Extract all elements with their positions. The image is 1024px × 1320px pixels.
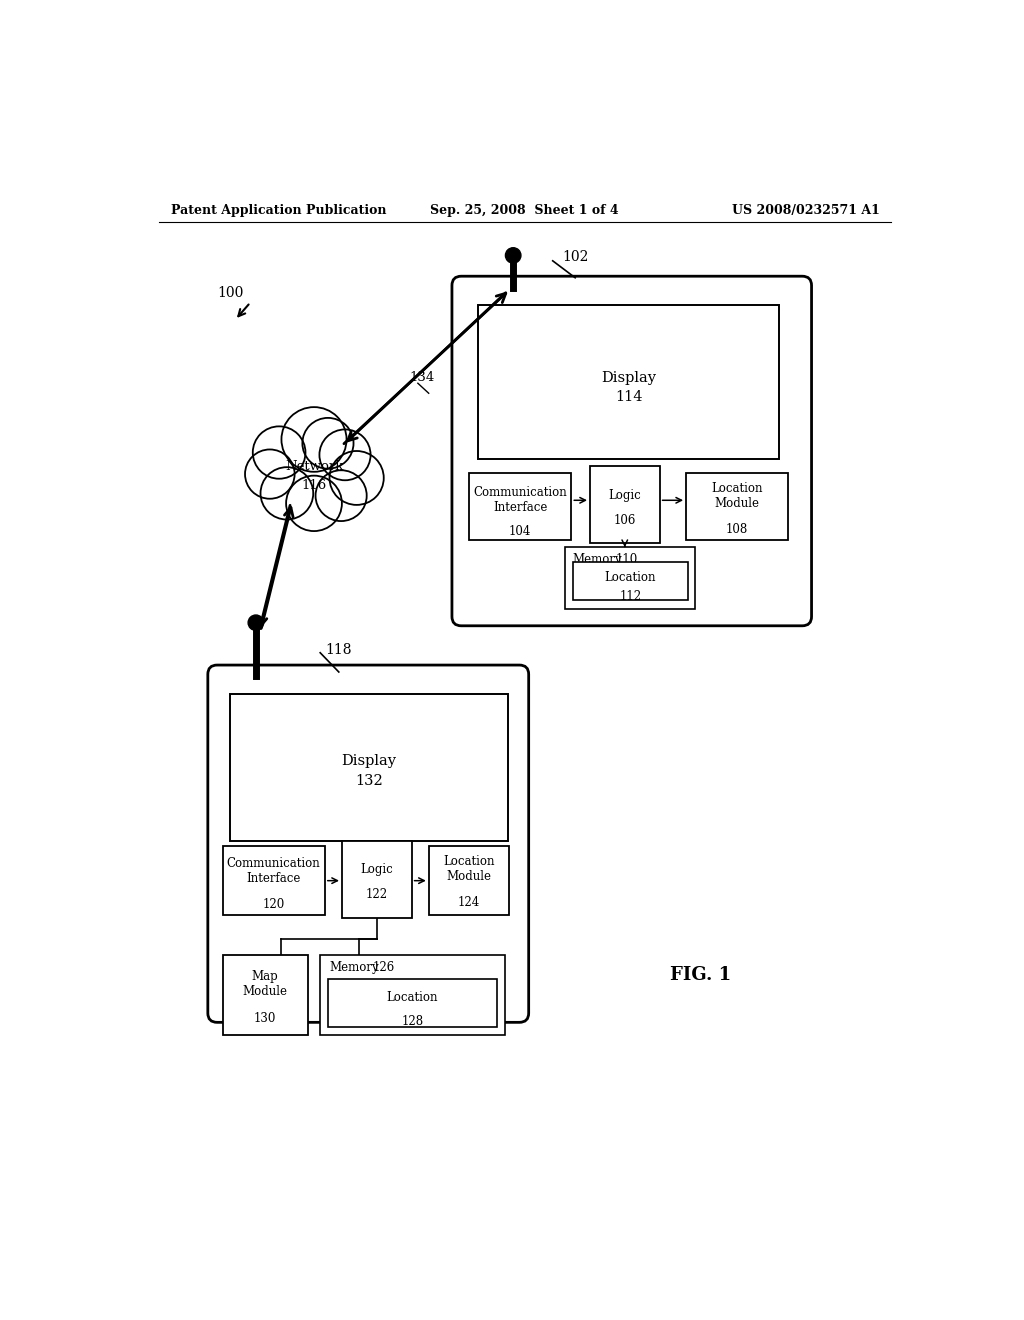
Text: 132: 132 (355, 774, 383, 788)
FancyBboxPatch shape (222, 954, 308, 1035)
Circle shape (248, 615, 263, 631)
Text: FIG. 1: FIG. 1 (671, 966, 731, 983)
Text: 122: 122 (366, 888, 388, 902)
FancyBboxPatch shape (469, 473, 571, 540)
Text: Location
Module: Location Module (712, 482, 763, 510)
Text: 118: 118 (326, 643, 352, 656)
FancyBboxPatch shape (321, 954, 505, 1035)
Circle shape (282, 407, 346, 471)
Text: 108: 108 (726, 523, 749, 536)
Circle shape (330, 451, 384, 506)
Text: Location: Location (387, 991, 438, 1005)
Text: Memory: Memory (330, 961, 379, 974)
Text: 104: 104 (509, 525, 531, 539)
Text: Display: Display (342, 754, 396, 767)
Text: Memory: Memory (572, 553, 623, 566)
Text: Logic: Logic (360, 863, 393, 876)
Text: 124: 124 (458, 896, 480, 909)
FancyBboxPatch shape (452, 276, 812, 626)
Text: Map
Module: Map Module (243, 970, 288, 998)
FancyBboxPatch shape (590, 466, 659, 544)
Text: Location
Module: Location Module (443, 855, 495, 883)
FancyBboxPatch shape (230, 693, 508, 841)
Circle shape (319, 429, 371, 480)
Text: 106: 106 (613, 515, 636, 527)
FancyBboxPatch shape (342, 841, 412, 917)
Circle shape (506, 248, 521, 263)
FancyBboxPatch shape (429, 846, 509, 915)
Text: Patent Application Publication: Patent Application Publication (171, 205, 386, 218)
Text: 100: 100 (217, 286, 244, 300)
Circle shape (245, 450, 295, 499)
Text: Display: Display (601, 371, 656, 385)
Text: 134: 134 (410, 371, 434, 384)
Text: Network: Network (285, 459, 343, 473)
Text: 128: 128 (401, 1015, 424, 1028)
FancyBboxPatch shape (328, 979, 497, 1027)
Text: 102: 102 (562, 249, 589, 264)
FancyBboxPatch shape (208, 665, 528, 1022)
Text: 112: 112 (620, 590, 641, 603)
Text: US 2008/0232571 A1: US 2008/0232571 A1 (732, 205, 880, 218)
Text: 116: 116 (301, 479, 327, 492)
Text: 126: 126 (373, 961, 395, 974)
Text: 120: 120 (262, 899, 285, 911)
Text: Logic: Logic (608, 490, 641, 502)
Circle shape (253, 426, 305, 479)
FancyBboxPatch shape (222, 846, 325, 915)
FancyBboxPatch shape (686, 473, 788, 540)
Text: Sep. 25, 2008  Sheet 1 of 4: Sep. 25, 2008 Sheet 1 of 4 (430, 205, 620, 218)
Text: 130: 130 (254, 1012, 276, 1026)
Circle shape (315, 470, 367, 521)
Circle shape (302, 418, 353, 469)
Text: 114: 114 (614, 391, 642, 404)
Text: Communication
Interface: Communication Interface (473, 486, 567, 513)
FancyBboxPatch shape (565, 548, 695, 609)
Text: Location: Location (604, 570, 656, 583)
Circle shape (260, 467, 313, 520)
Circle shape (286, 475, 342, 531)
Text: Communication
Interface: Communication Interface (227, 857, 321, 884)
Text: 110: 110 (615, 553, 638, 566)
FancyBboxPatch shape (572, 562, 687, 601)
FancyBboxPatch shape (478, 305, 779, 459)
